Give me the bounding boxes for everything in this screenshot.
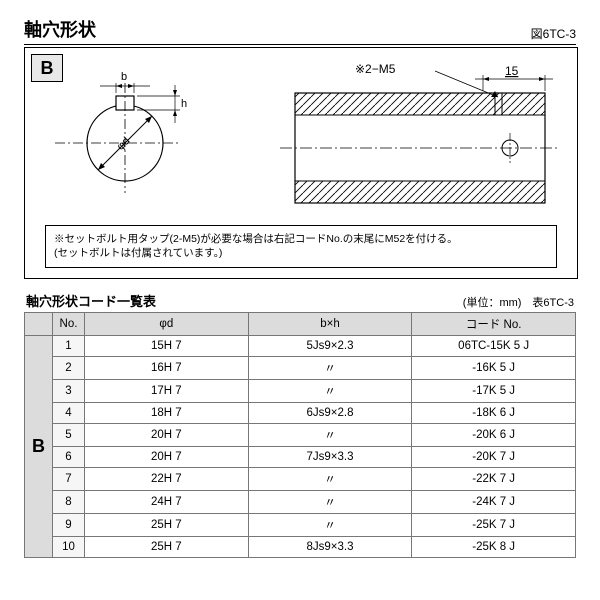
col-group-blank xyxy=(25,313,53,336)
cell-code: -18K 6 J xyxy=(412,403,576,424)
cell-no: 4 xyxy=(53,403,85,424)
figure-title: 軸穴形状 xyxy=(24,16,96,42)
table-title: 軸穴形状コード一覧表 xyxy=(26,291,156,310)
cell-bxh: 〃 xyxy=(248,468,412,491)
table-unit-label: (単位：mm) 表6TC-3 xyxy=(463,294,574,310)
table-row: 1025H 78Js9×3.3-25K 8 J xyxy=(25,537,576,558)
figure-header: 軸穴形状 図6TC-3 xyxy=(24,16,576,45)
figure-number: 図6TC-3 xyxy=(531,25,576,42)
cell-bxh: 〃 xyxy=(248,491,412,514)
cell-phid: 25H 7 xyxy=(85,514,249,537)
cell-no: 2 xyxy=(53,357,85,380)
cell-code: -24K 7 J xyxy=(412,491,576,514)
cell-no: 6 xyxy=(53,447,85,468)
group-label-cell: B xyxy=(25,336,53,558)
cell-no: 3 xyxy=(53,380,85,403)
note-line-1: ※セットボルト用タップ(2-M5)が必要な場合は右記コードNo.の末尾にM52を… xyxy=(54,232,548,247)
cell-phid: 20H 7 xyxy=(85,447,249,468)
label-b: b xyxy=(121,71,127,83)
col-phid: φd xyxy=(85,313,249,336)
cell-no: 1 xyxy=(53,336,85,357)
table-row: 216H 7〃-16K 5 J xyxy=(25,357,576,380)
cell-phid: 22H 7 xyxy=(85,468,249,491)
label-15: 15 xyxy=(505,64,519,78)
diagram-container: B φd b h xyxy=(24,47,578,279)
table-row: 620H 77Js9×3.3-20K 7 J xyxy=(25,447,576,468)
cell-code: -22K 7 J xyxy=(412,468,576,491)
cell-code: -20K 6 J xyxy=(412,424,576,447)
cell-bxh: 5Js9×2.3 xyxy=(248,336,412,357)
note-line-2: (セットボルトは付属されています。) xyxy=(54,246,548,261)
table-row: 418H 76Js9×2.8-18K 6 J xyxy=(25,403,576,424)
table-row: 317H 7〃-17K 5 J xyxy=(25,380,576,403)
technical-drawing: φd b h xyxy=(25,48,573,228)
table-row: 722H 7〃-22K 7 J xyxy=(25,468,576,491)
shaft-hole-table: No. φd b×h コード No. B115H 75Js9×2.306TC-1… xyxy=(24,312,576,558)
cell-bxh: 〃 xyxy=(248,424,412,447)
col-no: No. xyxy=(53,313,85,336)
cell-code: -25K 7 J xyxy=(412,514,576,537)
table-row: 925H 7〃-25K 7 J xyxy=(25,514,576,537)
cell-phid: 24H 7 xyxy=(85,491,249,514)
cell-code: -20K 7 J xyxy=(412,447,576,468)
cell-phid: 15H 7 xyxy=(85,336,249,357)
cell-no: 8 xyxy=(53,491,85,514)
cell-bxh: 8Js9×3.3 xyxy=(248,537,412,558)
cell-bxh: 〃 xyxy=(248,357,412,380)
cell-phid: 16H 7 xyxy=(85,357,249,380)
table-row: B115H 75Js9×2.306TC-15K 5 J xyxy=(25,336,576,357)
cell-bxh: 〃 xyxy=(248,514,412,537)
cell-bxh: 7Js9×3.3 xyxy=(248,447,412,468)
cell-no: 7 xyxy=(53,468,85,491)
diagram-note: ※セットボルト用タップ(2-M5)が必要な場合は右記コードNo.の末尾にM52を… xyxy=(45,225,557,268)
cell-phid: 20H 7 xyxy=(85,424,249,447)
label-h: h xyxy=(181,98,187,110)
cell-phid: 17H 7 xyxy=(85,380,249,403)
col-bxh: b×h xyxy=(248,313,412,336)
cell-bxh: 6Js9×2.8 xyxy=(248,403,412,424)
cell-code: -25K 8 J xyxy=(412,537,576,558)
cell-bxh: 〃 xyxy=(248,380,412,403)
cell-no: 5 xyxy=(53,424,85,447)
cell-phid: 25H 7 xyxy=(85,537,249,558)
cell-code: -17K 5 J xyxy=(412,380,576,403)
label-2m5: ※2−M5 xyxy=(355,62,396,76)
table-row: 520H 7〃-20K 6 J xyxy=(25,424,576,447)
col-code: コード No. xyxy=(412,313,576,336)
cell-code: 06TC-15K 5 J xyxy=(412,336,576,357)
table-header: 軸穴形状コード一覧表 (単位：mm) 表6TC-3 xyxy=(24,291,576,310)
cell-code: -16K 5 J xyxy=(412,357,576,380)
cell-phid: 18H 7 xyxy=(85,403,249,424)
table-row: 824H 7〃-24K 7 J xyxy=(25,491,576,514)
cell-no: 10 xyxy=(53,537,85,558)
cell-no: 9 xyxy=(53,514,85,537)
